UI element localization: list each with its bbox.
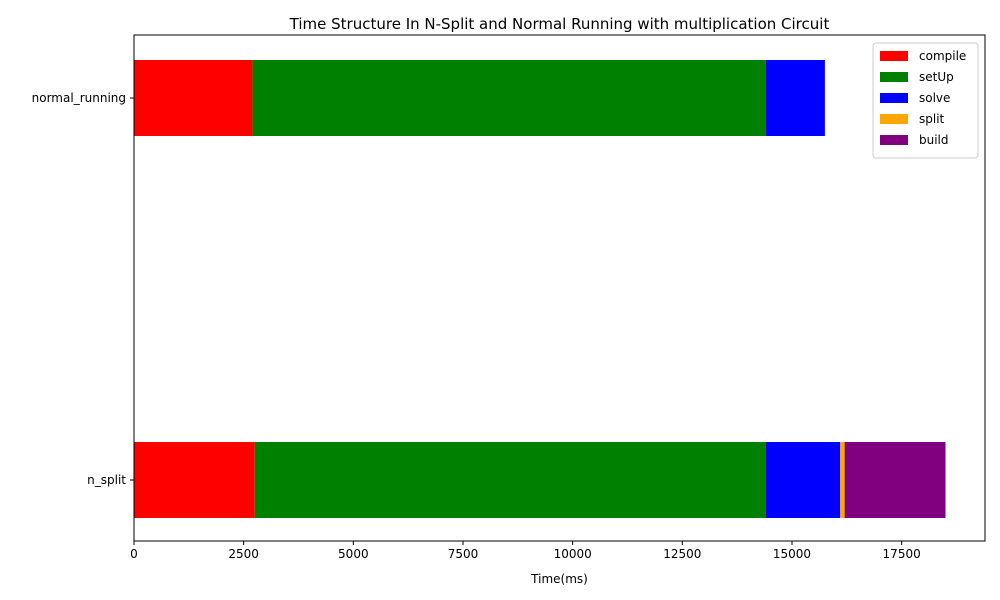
bar-n_split-setUp bbox=[254, 442, 766, 518]
bar-n_split-solve bbox=[765, 442, 841, 518]
x-tick-label-15000: 15000 bbox=[773, 547, 811, 561]
x-tick-label-10000: 10000 bbox=[554, 547, 592, 561]
legend-label-solve: solve bbox=[919, 91, 950, 105]
x-tick-label-2500: 2500 bbox=[228, 547, 259, 561]
bar-normal_running-setUp bbox=[252, 60, 766, 136]
legend-frame bbox=[872, 42, 979, 159]
y-tick-label-normal_running: normal_running bbox=[32, 91, 126, 105]
bar-n_split-split bbox=[840, 442, 845, 518]
legend-swatch-compile bbox=[880, 51, 908, 61]
x-tick-label-17500: 17500 bbox=[883, 547, 921, 561]
bar-n_split-build bbox=[844, 442, 946, 518]
legend-label-compile: compile bbox=[919, 49, 966, 63]
legend-swatch-solve bbox=[880, 93, 908, 103]
x-tick-label-5000: 5000 bbox=[338, 547, 369, 561]
legend-swatch-build bbox=[880, 135, 908, 145]
y-axis: n_split normal_running bbox=[32, 91, 134, 487]
x-tick-label-7500: 7500 bbox=[448, 547, 479, 561]
legend-label-setUp: setUp bbox=[919, 70, 954, 84]
x-tick-label-12500: 12500 bbox=[663, 547, 701, 561]
plot-frame bbox=[133, 34, 986, 542]
bars-group bbox=[134, 60, 946, 518]
bar-normal_running-compile bbox=[134, 60, 253, 136]
x-axis: 0 2500 5000 7500 10000 12500 15000 17500 bbox=[130, 541, 921, 561]
chart-title: Time Structure In N-Split and Normal Run… bbox=[289, 15, 830, 33]
legend: compile setUp solve split build bbox=[872, 42, 979, 159]
legend-label-build: build bbox=[919, 133, 949, 147]
legend-label-split: split bbox=[919, 112, 945, 126]
y-tick-label-n_split: n_split bbox=[87, 473, 126, 487]
x-axis-label: Time(ms) bbox=[530, 572, 588, 586]
bar-normal_running-solve bbox=[765, 60, 825, 136]
x-tick-label-0: 0 bbox=[130, 547, 138, 561]
bar-n_split-compile bbox=[134, 442, 255, 518]
legend-swatch-setUp bbox=[880, 72, 908, 82]
legend-swatch-split bbox=[880, 114, 908, 124]
